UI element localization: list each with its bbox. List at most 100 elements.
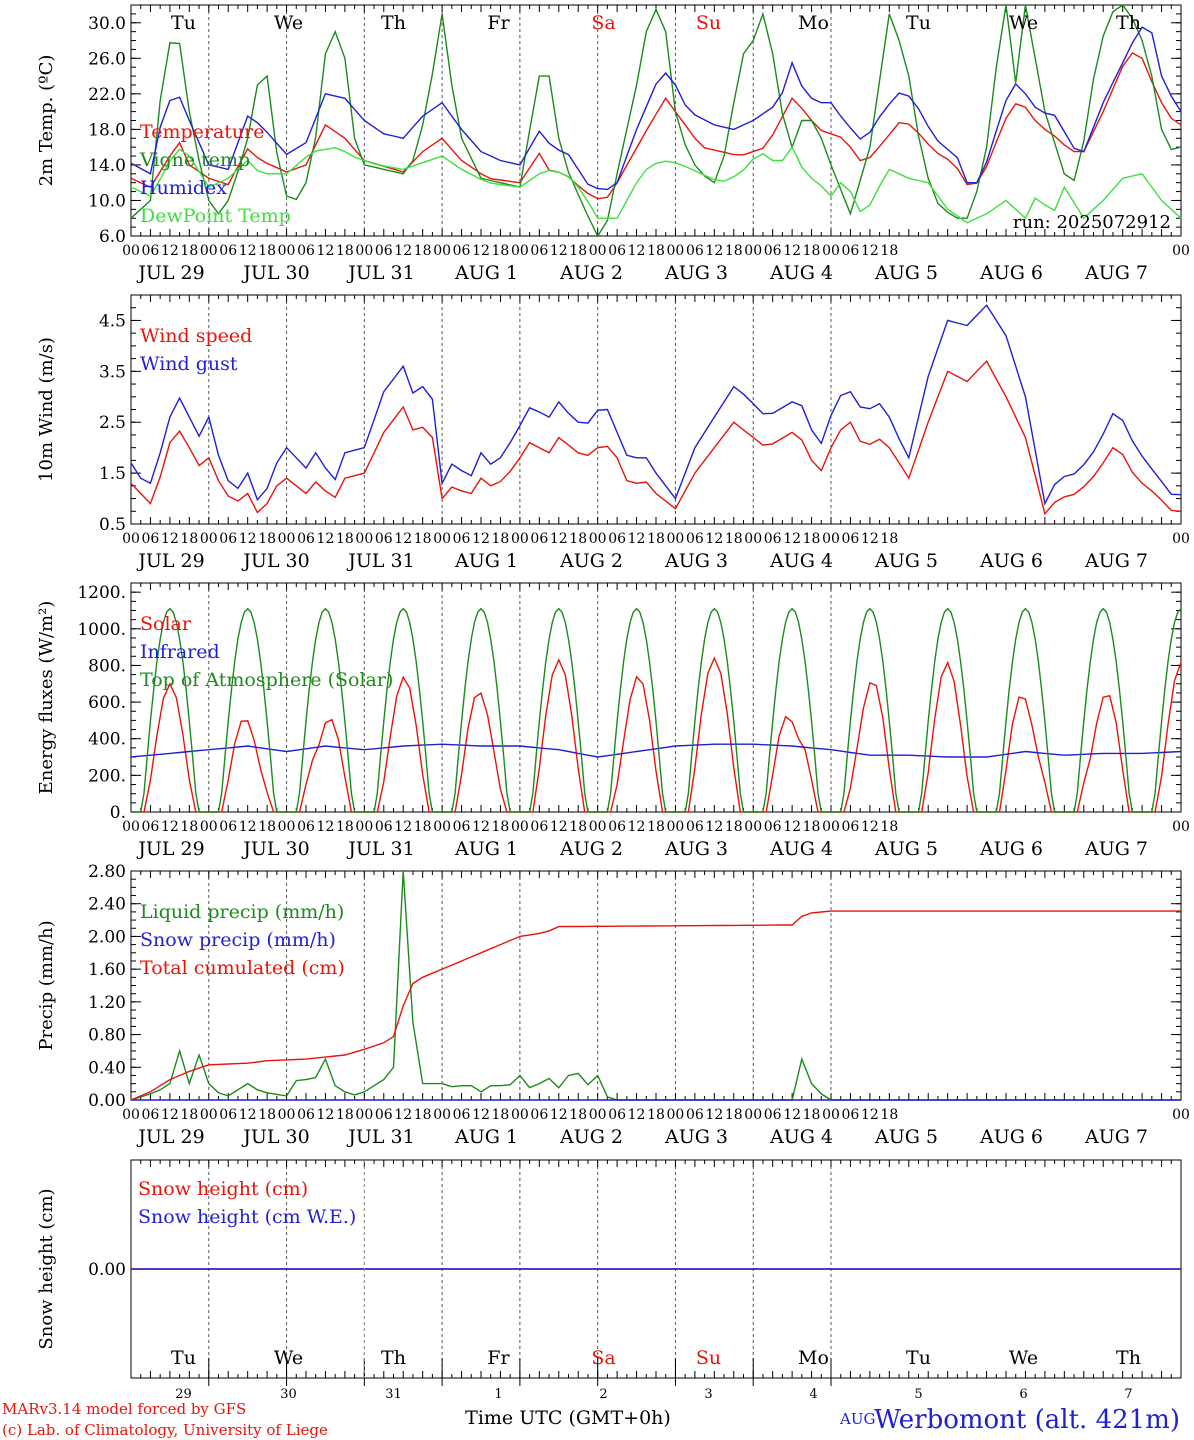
energy-hour-tick-label: 00 — [1172, 819, 1190, 835]
wind-hour-tick-label: 12 — [317, 531, 335, 547]
energy-hour-tick-label: 18 — [880, 819, 898, 835]
panel-energy: 0. 200. 400. 600. 800. 1000. 1200. Energy fluxe… — [36, 582, 1190, 860]
precip-series-total-cumulated-cm- — [130, 910, 1181, 1101]
energy-hour-tick-label: 06 — [453, 819, 471, 835]
wind-hour-tick-label: 00 — [122, 531, 140, 547]
precip-hour-tick-label: 12 — [861, 1107, 879, 1123]
energy-ytick-label: 1000. — [77, 620, 126, 640]
energy-hour-tick-label: 06 — [142, 819, 160, 835]
temp-hour-tick-label: 00 — [355, 243, 373, 259]
energy-hour-tick-label: 06 — [375, 819, 393, 835]
energy-hour-tick-label: 12 — [161, 819, 179, 835]
temp-hour-tick-label: 06 — [219, 243, 237, 259]
energy-hour-tick-label: 06 — [608, 819, 626, 835]
temp-ytick-label: 18.0 — [88, 120, 126, 140]
precip-hour-tick-label: 12 — [317, 1107, 335, 1123]
temp-ytick-label: 26.0 — [88, 49, 126, 69]
wind-legend-entry: Wind speed — [140, 325, 252, 347]
snow-weekday-label: Tu — [171, 1347, 196, 1369]
precip-ytick-label: 0.40 — [88, 1058, 126, 1078]
wind-hour-tick-label: 18 — [880, 531, 898, 547]
wind-hour-tick-label: 06 — [530, 531, 548, 547]
precip-ytick-label: 2.00 — [88, 927, 126, 947]
precip-legend-entry: Total cumulated (cm) — [140, 957, 345, 979]
precip-ytick-label: 1.20 — [88, 993, 126, 1013]
precip-ytick-label: 2.80 — [88, 862, 126, 882]
temp-date-label: AUG 1 — [454, 262, 518, 284]
precip-date-label: AUG 5 — [874, 1126, 938, 1148]
precip-date-label: JUL 31 — [346, 1126, 414, 1148]
energy-hour-tick-label: 00 — [122, 819, 140, 835]
wind-hour-tick-label: 18 — [647, 531, 665, 547]
temp-legend-entry: Temperature — [140, 121, 264, 143]
temp-hour-tick-label: 18 — [414, 243, 432, 259]
precip-legend-entry: Liquid precip (mm/h) — [140, 901, 344, 923]
temp-hour-tick-label: 18 — [725, 243, 743, 259]
temp-hour-tick-label: 00 — [1172, 243, 1190, 259]
energy-hour-tick-label: 00 — [278, 819, 296, 835]
precip-hour-tick-label: 18 — [336, 1107, 354, 1123]
temp-hour-tick-label: 00 — [278, 243, 296, 259]
energy-hour-tick-label: 06 — [297, 819, 315, 835]
precip-hour-tick-label: 00 — [1172, 1107, 1190, 1123]
snow-weekday-label: We — [1009, 1347, 1038, 1369]
temp-weekday-label: Sa — [591, 12, 615, 34]
station-name: Werbomont (alt. 421m) — [874, 1405, 1180, 1435]
energy-hour-tick-label: 00 — [355, 819, 373, 835]
temp-hour-tick-label: 12 — [317, 243, 335, 259]
precip-hour-tick-label: 00 — [355, 1107, 373, 1123]
wind-hour-tick-label: 00 — [667, 531, 685, 547]
snow-weekday-label: Sa — [591, 1347, 615, 1369]
energy-hour-tick-label: 18 — [492, 819, 510, 835]
energy-hour-tick-label: 12 — [239, 819, 257, 835]
temp-ytick-label: 14.0 — [88, 156, 126, 176]
energy-ytick-label: 600. — [88, 693, 126, 713]
precip-hour-tick-label: 06 — [297, 1107, 315, 1123]
energy-date-label: AUG 4 — [769, 838, 833, 860]
energy-hour-tick-label: 18 — [414, 819, 432, 835]
energy-hour-tick-label: 06 — [686, 819, 704, 835]
precip-date-label: JUL 30 — [241, 1126, 309, 1148]
wind-hour-tick-label: 12 — [628, 531, 646, 547]
temp-series-vigne-temp — [130, 4, 1182, 238]
energy-date-label: JUL 29 — [136, 838, 204, 860]
wind-date-label: AUG 3 — [664, 550, 728, 572]
temp-hour-tick-label: 18 — [647, 243, 665, 259]
temp-weekday-label: We — [274, 12, 303, 34]
snow-y-axis-title: Snow height (cm) — [36, 1188, 57, 1349]
wind-y-axis-title: 10m Wind (m/s) — [36, 337, 57, 482]
precip-hour-tick-label: 00 — [278, 1107, 296, 1123]
wind-hour-tick-label: 06 — [842, 531, 860, 547]
energy-date-label: AUG 1 — [454, 838, 518, 860]
precip-hour-tick-label: 12 — [628, 1107, 646, 1123]
wind-hour-tick-label: 06 — [375, 531, 393, 547]
temp-date-label: JUL 30 — [241, 262, 309, 284]
temp-legend-entry: Vigne temp — [139, 149, 250, 171]
temp-series-humidex — [130, 26, 1182, 191]
energy-hour-tick-label: 12 — [472, 819, 490, 835]
wind-legend-entry: Wind gust — [140, 353, 238, 375]
snow-day-number: 6 — [1019, 1387, 1027, 1402]
temp-hour-tick-label: 00 — [822, 243, 840, 259]
energy-hour-tick-label: 18 — [647, 819, 665, 835]
wind-hour-tick-label: 00 — [744, 531, 762, 547]
temp-hour-tick-label: 06 — [608, 243, 626, 259]
energy-hour-tick-label: 12 — [394, 819, 412, 835]
temp-hour-tick-label: 00 — [433, 243, 451, 259]
energy-date-label: AUG 6 — [979, 838, 1043, 860]
snow-day-number: 30 — [280, 1387, 297, 1402]
snow-day-number: 1 — [494, 1387, 502, 1402]
temp-hour-tick-label: 00 — [122, 243, 140, 259]
energy-series-solar — [131, 656, 1182, 813]
precip-hour-tick-label: 12 — [783, 1107, 801, 1123]
energy-hour-tick-label: 18 — [803, 819, 821, 835]
energy-date-label: AUG 3 — [664, 838, 728, 860]
wind-ytick-label: 4.5 — [99, 311, 126, 331]
temp-hour-tick-label: 12 — [783, 243, 801, 259]
wind-ytick-label: 1.5 — [99, 464, 126, 484]
energy-y-axis-title: Energy fluxes (W/m²) — [36, 601, 57, 795]
temp-hour-tick-label: 12 — [705, 243, 723, 259]
precip-date-label: AUG 6 — [979, 1126, 1043, 1148]
wind-date-label: AUG 7 — [1084, 550, 1148, 572]
precip-hour-tick-label: 12 — [394, 1107, 412, 1123]
